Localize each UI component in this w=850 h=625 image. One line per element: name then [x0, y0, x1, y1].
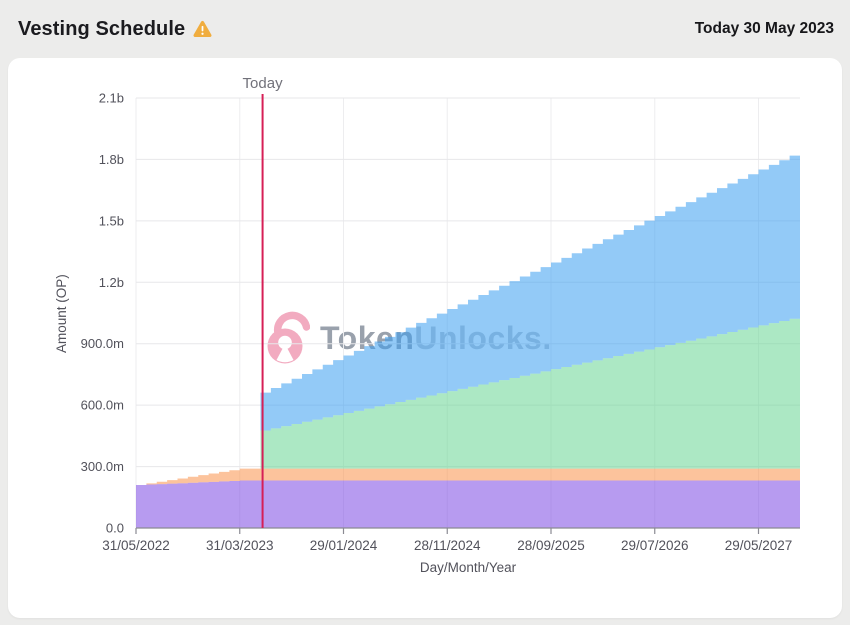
- y-axis-title: Amount (OP): [54, 274, 69, 354]
- area-green: [136, 318, 800, 485]
- area-purple: [136, 480, 800, 528]
- page-header: Vesting Schedule Today 30 May 2023: [0, 0, 850, 58]
- today-label: Today: [243, 75, 284, 92]
- y-tick-label: 300.0m: [81, 459, 124, 474]
- x-tick-label: 31/05/2022: [102, 538, 170, 553]
- x-tick-label: 29/05/2027: [725, 538, 793, 553]
- y-tick-label: 600.0m: [81, 398, 124, 413]
- x-tick-label: 28/09/2025: [517, 538, 585, 553]
- title-wrap: Vesting Schedule: [18, 18, 212, 41]
- x-tick-label: 28/11/2024: [414, 538, 481, 553]
- today-date-label: Today 30 May 2023: [694, 20, 834, 37]
- x-tick-label: 29/01/2024: [310, 538, 378, 553]
- area-orange: [136, 468, 800, 485]
- x-axis-title: Day/Month/Year: [419, 560, 517, 575]
- y-tick-label: 1.8b: [99, 152, 124, 167]
- y-tick-label: 2.1b: [99, 91, 124, 106]
- y-tick-label: 1.5b: [99, 213, 124, 228]
- x-tick-label: 31/03/2023: [206, 538, 274, 553]
- area-blue: [136, 155, 800, 485]
- chart-card: TokenUnlocks. Today0.0300.0m600.0m900.0m…: [8, 58, 842, 618]
- page-title: Vesting Schedule: [18, 17, 186, 40]
- vesting-schedule-chart[interactable]: Today 0.0 300.0m 600.0m 900.0m 1.2b 1.5b 1.8b 2.…: [8, 58, 842, 618]
- x-tick-label: 29/07/2026: [621, 538, 689, 553]
- y-tick-label: 1.2b: [99, 275, 124, 290]
- y-tick-label: 900.0m: [81, 336, 124, 351]
- warning-triangle-icon[interactable]: [193, 20, 212, 38]
- y-tick-label: 0.0: [106, 521, 124, 536]
